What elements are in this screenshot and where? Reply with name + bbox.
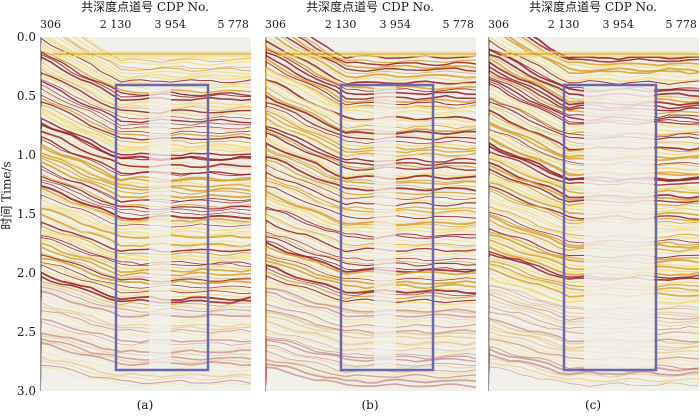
panel-a: 共深度点道号 CDP No. 306 2 130 3 954 5 778 (a) xyxy=(40,0,251,416)
x-tick: 2 130 xyxy=(547,18,580,31)
cdp-axis-title: 共深度点道号 CDP No. xyxy=(306,0,434,14)
x-tick: 306 xyxy=(488,18,509,31)
cdp-ticks: 306 2 130 3 954 5 778 xyxy=(265,18,475,31)
x-tick: 5 778 xyxy=(442,18,474,31)
seismic-section-b xyxy=(265,37,476,391)
cdp-axis-title: 共深度点道号 CDP No. xyxy=(81,0,209,14)
panel-label: (c) xyxy=(584,398,602,412)
cdp-ticks: 306 2 130 3 954 5 778 xyxy=(488,18,698,31)
panel-label: (a) xyxy=(136,398,154,412)
seismic-section-c xyxy=(488,37,699,391)
time-axis: 时间 Time/s 0.0 0.5 1.0 1.5 2.0 2.5 3.0 xyxy=(0,30,40,398)
seismic-image xyxy=(266,37,476,391)
y-tick: 0.0 xyxy=(16,30,36,44)
panel-label: (b) xyxy=(361,398,379,412)
x-tick: 5 778 xyxy=(665,18,697,31)
x-tick: 3 954 xyxy=(154,18,186,31)
cdp-axis-title: 共深度点道号 CDP No. xyxy=(529,0,657,14)
y-tick: 1.0 xyxy=(16,147,36,162)
x-tick: 3 954 xyxy=(379,18,411,31)
seismic-section-a xyxy=(40,37,251,391)
x-tick: 3 954 xyxy=(602,18,634,31)
y-tick: 3.0 xyxy=(16,384,36,398)
x-tick: 2 130 xyxy=(99,18,132,31)
panel-c: 共深度点道号 CDP No. 306 2 130 3 954 5 778 (c) xyxy=(488,0,699,416)
x-tick: 5 778 xyxy=(217,18,249,31)
seismic-image xyxy=(41,37,251,391)
y-tick: 0.5 xyxy=(16,89,36,103)
y-tick: 2.0 xyxy=(16,266,36,280)
y-tick: 2.5 xyxy=(16,324,36,339)
x-tick: 306 xyxy=(265,18,286,31)
cdp-ticks: 306 2 130 3 954 5 778 xyxy=(40,18,250,31)
x-tick: 2 130 xyxy=(324,18,357,31)
panel-b: 共深度点道号 CDP No. 306 2 130 3 954 5 778 (b) xyxy=(265,0,476,416)
y-tick: 1.5 xyxy=(16,207,36,221)
seismic-image xyxy=(489,37,699,391)
x-tick: 306 xyxy=(40,18,61,31)
time-axis-title: 时间 Time/s xyxy=(0,161,14,230)
